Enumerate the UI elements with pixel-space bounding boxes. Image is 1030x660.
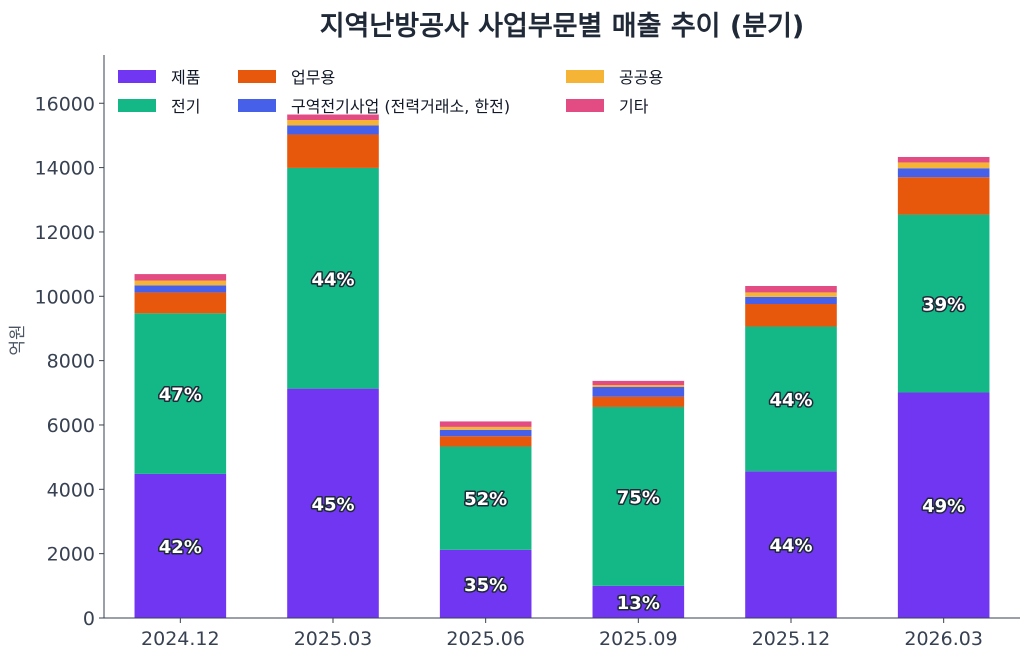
bar-segment — [287, 134, 379, 168]
data-label: 13% — [617, 593, 660, 614]
bar-segment — [134, 473, 227, 618]
legend-label: 업무용 — [291, 68, 335, 87]
bar-segment — [592, 396, 685, 407]
x-tick-label: 2025.06 — [446, 628, 525, 650]
bars-layer — [134, 114, 990, 618]
y-tick-label: 6000 — [47, 415, 95, 437]
bar-segment — [745, 304, 837, 327]
bar-segment — [897, 177, 990, 215]
bar-segment — [287, 119, 379, 126]
legend-label: 구역전기사업 (전력거래소, 한전) — [291, 97, 510, 116]
x-tick-label: 2026.03 — [904, 628, 983, 650]
bar-segment — [897, 214, 990, 393]
bar-segment — [897, 392, 990, 618]
bar-segment — [745, 326, 837, 472]
y-tick-label: 8000 — [47, 351, 95, 373]
data-label: 45% — [311, 494, 354, 515]
bar-segment — [439, 446, 532, 550]
bar-segment — [134, 285, 227, 293]
bar-segment — [287, 125, 379, 135]
bar-segment — [287, 388, 379, 618]
bar-segment — [745, 471, 837, 618]
axes-layer: 2024.12 2025.03 2025.06 2025.09 2025.12 2026.… — [35, 55, 1020, 650]
data-label: 52% — [464, 489, 507, 510]
data-label: 39% — [922, 295, 965, 316]
bar-segment — [592, 385, 685, 388]
data-label: 44% — [311, 269, 354, 290]
bar-segment — [439, 426, 532, 430]
bar-segment — [134, 313, 227, 474]
bar-segment — [439, 421, 532, 427]
bar-segment — [745, 292, 837, 297]
data-label: 47% — [159, 385, 202, 406]
bar-segment — [439, 429, 532, 437]
x-tick-label: 2025.09 — [599, 628, 678, 650]
legend-swatch — [238, 70, 276, 83]
legend-swatch — [566, 70, 604, 83]
chart-title: 지역난방공사 사업부문별 매출 추이 (분기) — [320, 11, 805, 42]
bar-segment — [287, 167, 379, 389]
y-tick-label: 10000 — [35, 286, 95, 308]
bar-segment — [439, 436, 532, 447]
y-tick-label: 16000 — [35, 93, 95, 115]
y-tick-label: 2000 — [47, 544, 95, 566]
legend-label: 제품 — [171, 68, 200, 87]
y-axis-label: 억원 — [8, 324, 28, 355]
legend-swatch — [118, 70, 156, 83]
bar-segment — [134, 280, 227, 286]
percent-labels-layer: 42% 47% 45% 44% 35% 52% 13% 75% 44% 44% 49% 39% — [157, 268, 966, 616]
data-label: 44% — [769, 390, 812, 411]
bar-segment — [287, 114, 379, 120]
data-label: 49% — [922, 496, 965, 517]
data-label: 42% — [159, 537, 202, 558]
x-tick-label: 2025.12 — [752, 628, 831, 650]
bar-segment — [134, 274, 227, 281]
bar-segment — [897, 162, 990, 169]
bar-segment — [897, 168, 990, 178]
data-label: 35% — [464, 575, 507, 596]
legend-label: 기타 — [619, 97, 649, 116]
y-tick-label: 14000 — [35, 158, 95, 180]
legend-swatch — [118, 99, 156, 112]
bar-segment — [897, 156, 990, 163]
y-tick-label: 12000 — [35, 222, 95, 244]
legend-label: 공공용 — [619, 68, 663, 87]
bar-segment — [134, 292, 227, 314]
bar-segment — [592, 406, 685, 586]
bar-segment — [745, 285, 837, 293]
x-tick-label: 2024.12 — [141, 628, 220, 650]
bar-segment — [745, 296, 837, 305]
data-label: 44% — [769, 536, 812, 557]
bar-segment — [439, 549, 532, 618]
bar-segment — [592, 585, 685, 618]
data-label: 75% — [617, 487, 660, 508]
legend-swatch — [566, 99, 604, 112]
legend-swatch — [238, 99, 276, 112]
x-tick-label: 2025.03 — [294, 628, 373, 650]
bar-segment — [592, 380, 685, 386]
y-tick-label: 4000 — [47, 479, 95, 501]
legend-label: 전기 — [171, 97, 200, 116]
y-tick-label: 0 — [83, 608, 95, 630]
bar-segment — [592, 387, 685, 397]
